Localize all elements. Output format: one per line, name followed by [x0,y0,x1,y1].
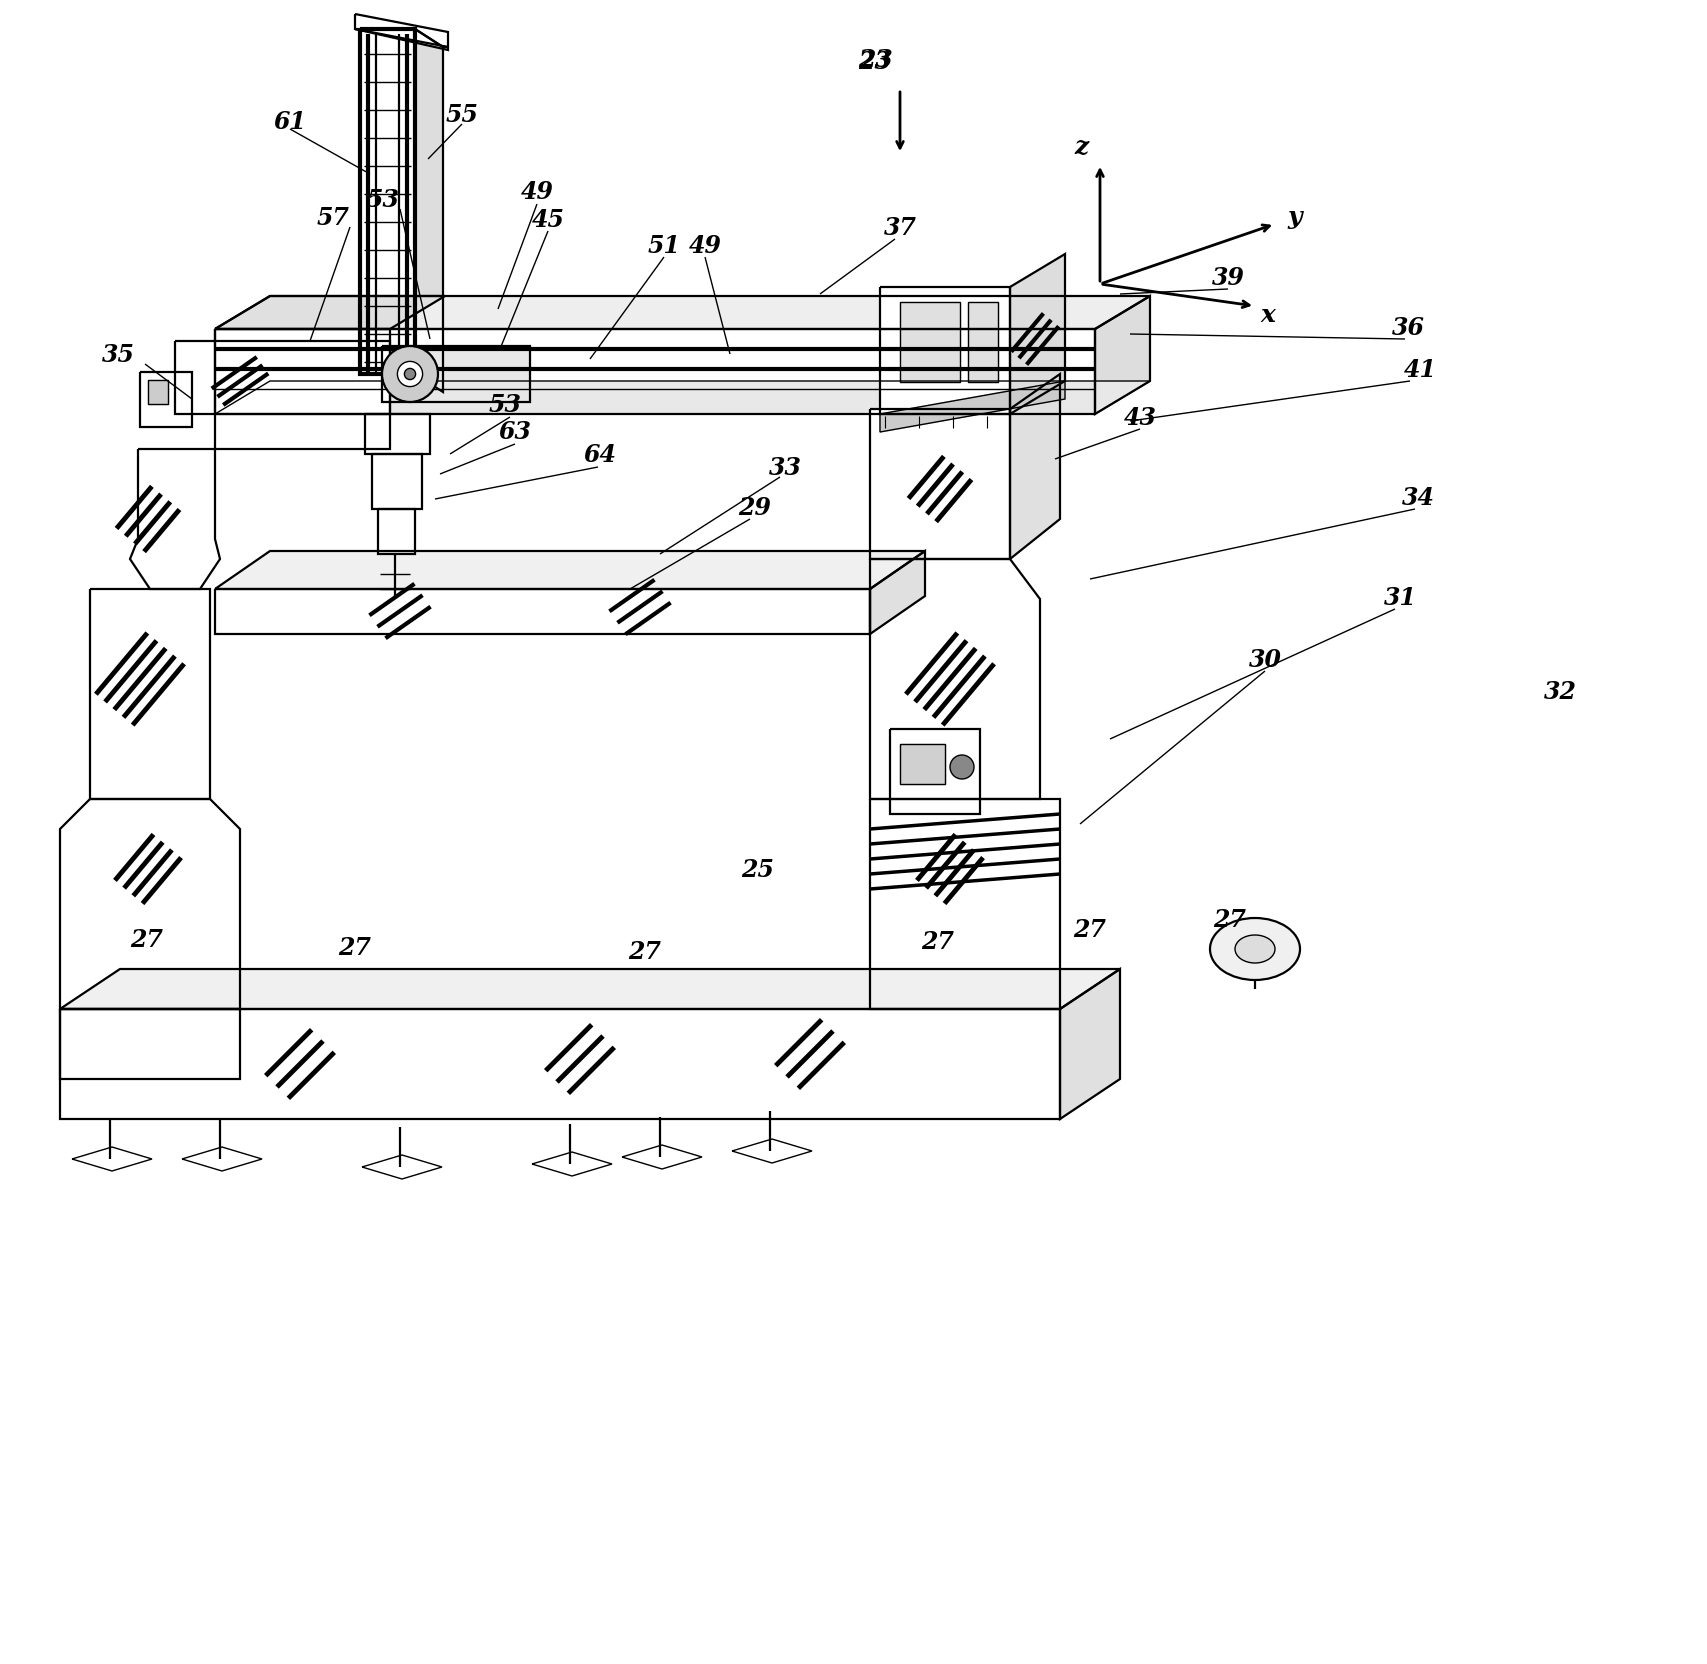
Polygon shape [60,1010,1060,1120]
Text: 25: 25 [741,857,775,882]
Polygon shape [215,589,871,634]
Text: 45: 45 [531,208,565,231]
Polygon shape [533,1151,613,1176]
Text: 27: 27 [922,930,954,953]
Text: 57: 57 [316,206,350,230]
Text: 61: 61 [273,110,307,133]
Text: 37: 37 [884,216,917,240]
Polygon shape [621,1145,702,1170]
Polygon shape [415,30,444,393]
Polygon shape [1011,374,1060,559]
Polygon shape [360,30,415,374]
Polygon shape [900,744,946,784]
Polygon shape [215,296,1151,329]
Text: 33: 33 [768,456,802,479]
Text: 23: 23 [859,50,891,73]
Text: 39: 39 [1212,266,1244,290]
Polygon shape [215,296,446,329]
Polygon shape [215,552,925,589]
Text: 23: 23 [857,48,893,72]
Polygon shape [60,1010,241,1080]
Text: 63: 63 [498,419,531,444]
Polygon shape [881,288,1011,414]
Text: 43: 43 [1123,406,1157,429]
Circle shape [405,369,415,381]
Polygon shape [881,381,1065,433]
Text: 27: 27 [1074,917,1106,942]
Polygon shape [900,303,959,383]
Text: x: x [1260,303,1275,326]
Text: 29: 29 [739,496,772,519]
Polygon shape [176,341,389,414]
Polygon shape [355,30,447,48]
Polygon shape [372,454,422,509]
Polygon shape [871,409,1011,559]
Text: 31: 31 [1383,586,1417,609]
Polygon shape [382,346,529,403]
Text: 27: 27 [1214,907,1246,932]
Polygon shape [365,414,430,454]
Text: 53: 53 [488,393,522,416]
Polygon shape [90,589,210,799]
Polygon shape [215,329,1094,414]
Polygon shape [871,552,925,634]
Text: z: z [1075,135,1089,158]
Text: 64: 64 [584,443,616,466]
Text: 49: 49 [688,235,722,258]
Text: 27: 27 [628,940,662,963]
Polygon shape [60,799,241,1010]
Polygon shape [149,381,167,404]
Text: y: y [1287,205,1302,230]
Polygon shape [362,1155,442,1180]
Polygon shape [377,509,415,554]
Ellipse shape [1210,919,1301,980]
Polygon shape [1011,255,1065,414]
Circle shape [398,363,423,388]
Polygon shape [732,1140,813,1163]
Text: 55: 55 [446,103,478,126]
Polygon shape [968,303,999,383]
Polygon shape [130,449,220,589]
Ellipse shape [1234,935,1275,963]
Text: 27: 27 [338,935,372,960]
Text: 49: 49 [521,180,553,205]
Text: 34: 34 [1401,486,1434,509]
Polygon shape [1094,296,1151,414]
Polygon shape [60,970,1120,1010]
Polygon shape [1060,970,1120,1120]
Polygon shape [215,329,389,449]
Text: 35: 35 [101,343,135,366]
Circle shape [382,346,439,403]
Polygon shape [355,15,447,52]
Text: 27: 27 [130,927,164,952]
Polygon shape [72,1146,152,1171]
Text: 51: 51 [647,235,681,258]
Text: 32: 32 [1543,679,1577,704]
Text: 30: 30 [1248,647,1282,672]
Polygon shape [140,373,191,428]
Polygon shape [889,729,980,814]
Polygon shape [871,559,1040,799]
Text: 53: 53 [367,188,399,211]
Text: 36: 36 [1391,316,1425,339]
Polygon shape [183,1146,261,1171]
Polygon shape [871,799,1060,1010]
Text: 41: 41 [1403,358,1437,381]
Polygon shape [215,381,1151,414]
Circle shape [951,755,975,779]
